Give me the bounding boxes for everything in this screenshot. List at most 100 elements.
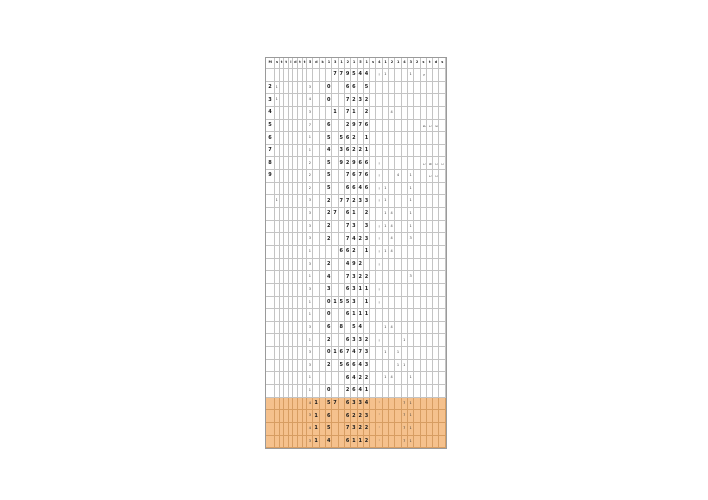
cell[interactable]: [297, 144, 303, 158]
cell[interactable]: [279, 296, 285, 310]
cell[interactable]: [395, 81, 402, 95]
cell[interactable]: [332, 258, 339, 272]
cell[interactable]: 6: [344, 283, 352, 297]
cell[interactable]: [302, 245, 308, 259]
cell[interactable]: [420, 347, 427, 360]
cell[interactable]: [297, 296, 303, 310]
cell[interactable]: [288, 182, 294, 196]
cell[interactable]: [297, 81, 303, 95]
cell[interactable]: [395, 258, 402, 272]
cell[interactable]: [426, 321, 434, 335]
column-header[interactable]: d: [433, 58, 440, 69]
cell[interactable]: 1: [313, 435, 320, 449]
cell[interactable]: [407, 106, 415, 120]
cell[interactable]: [395, 296, 402, 310]
cell[interactable]: [439, 258, 446, 272]
cell[interactable]: 2: [357, 144, 364, 158]
cell[interactable]: [426, 208, 434, 221]
cell[interactable]: [338, 170, 345, 183]
cell[interactable]: 2: [363, 422, 371, 436]
cell[interactable]: [420, 233, 427, 246]
cell[interactable]: [401, 195, 408, 209]
cell[interactable]: [297, 157, 303, 171]
cell[interactable]: [389, 144, 396, 158]
cell[interactable]: 1: [407, 220, 415, 234]
cell[interactable]: [338, 334, 345, 348]
cell[interactable]: 1: [407, 397, 415, 411]
cell[interactable]: 9: [351, 119, 358, 133]
cell[interactable]: [338, 106, 345, 120]
column-header[interactable]: 1: [382, 58, 390, 69]
cell[interactable]: [395, 69, 402, 82]
cell[interactable]: 6: [363, 170, 371, 183]
cell[interactable]: [420, 132, 427, 145]
cell[interactable]: [414, 106, 421, 120]
cell[interactable]: ¡: [376, 220, 383, 234]
cell[interactable]: 2: [326, 208, 333, 221]
cell[interactable]: [284, 334, 289, 348]
cell[interactable]: 1: [401, 359, 408, 373]
cell[interactable]: [414, 208, 421, 221]
cell[interactable]: [288, 94, 294, 107]
cell[interactable]: 0: [326, 309, 333, 322]
cell[interactable]: [284, 372, 289, 386]
cell[interactable]: [284, 81, 289, 95]
cell[interactable]: [319, 208, 327, 221]
cell[interactable]: [297, 271, 303, 284]
cell[interactable]: 2: [344, 157, 352, 171]
cell[interactable]: [332, 170, 339, 183]
cell[interactable]: [376, 81, 383, 95]
column-header[interactable]: 2: [344, 58, 352, 69]
cell[interactable]: [302, 422, 308, 436]
cell[interactable]: 6: [344, 309, 352, 322]
cell[interactable]: [302, 410, 308, 423]
cell[interactable]: ¡: [376, 157, 383, 171]
cell[interactable]: [420, 220, 427, 234]
row-number-cell[interactable]: [266, 195, 275, 209]
column-header[interactable]: 5: [357, 58, 364, 69]
cell[interactable]: [275, 245, 280, 259]
cell[interactable]: 7: [344, 106, 352, 120]
cell[interactable]: [319, 334, 327, 348]
cell[interactable]: 4: [344, 258, 352, 272]
cell[interactable]: 3: [357, 195, 364, 209]
cell[interactable]: [313, 81, 320, 95]
cell[interactable]: [288, 334, 294, 348]
cell[interactable]: 2: [351, 410, 358, 423]
cell[interactable]: 3: [307, 81, 314, 95]
cell[interactable]: [275, 233, 280, 246]
cell[interactable]: [395, 94, 402, 107]
cell[interactable]: 1: [382, 182, 390, 196]
cell[interactable]: 7: [401, 397, 408, 411]
cell[interactable]: [370, 245, 377, 259]
cell[interactable]: [420, 283, 427, 297]
cell[interactable]: 1: [433, 170, 440, 183]
cell[interactable]: 9: [351, 157, 358, 171]
cell[interactable]: [401, 157, 408, 171]
cell[interactable]: 4: [326, 144, 333, 158]
cell[interactable]: 6: [338, 347, 345, 360]
cell[interactable]: [293, 347, 298, 360]
cell[interactable]: [407, 359, 415, 373]
cell[interactable]: [407, 334, 415, 348]
cell[interactable]: [401, 106, 408, 120]
cell[interactable]: 7: [401, 410, 408, 423]
cell[interactable]: [313, 106, 320, 120]
cell[interactable]: [433, 321, 440, 335]
cell[interactable]: [302, 119, 308, 133]
cell[interactable]: [420, 258, 427, 272]
cell[interactable]: [302, 233, 308, 246]
column-header[interactable]: 4: [401, 58, 408, 69]
cell[interactable]: [395, 157, 402, 171]
cell[interactable]: ¡: [376, 182, 383, 196]
cell[interactable]: 2: [326, 220, 333, 234]
cell[interactable]: [389, 334, 396, 348]
cell[interactable]: [332, 233, 339, 246]
cell[interactable]: [439, 233, 446, 246]
cell[interactable]: [288, 422, 294, 436]
cell[interactable]: 1: [332, 347, 339, 360]
cell[interactable]: 6: [344, 334, 352, 348]
cell[interactable]: [376, 132, 383, 145]
cell[interactable]: 3: [307, 195, 314, 209]
cell[interactable]: [319, 271, 327, 284]
